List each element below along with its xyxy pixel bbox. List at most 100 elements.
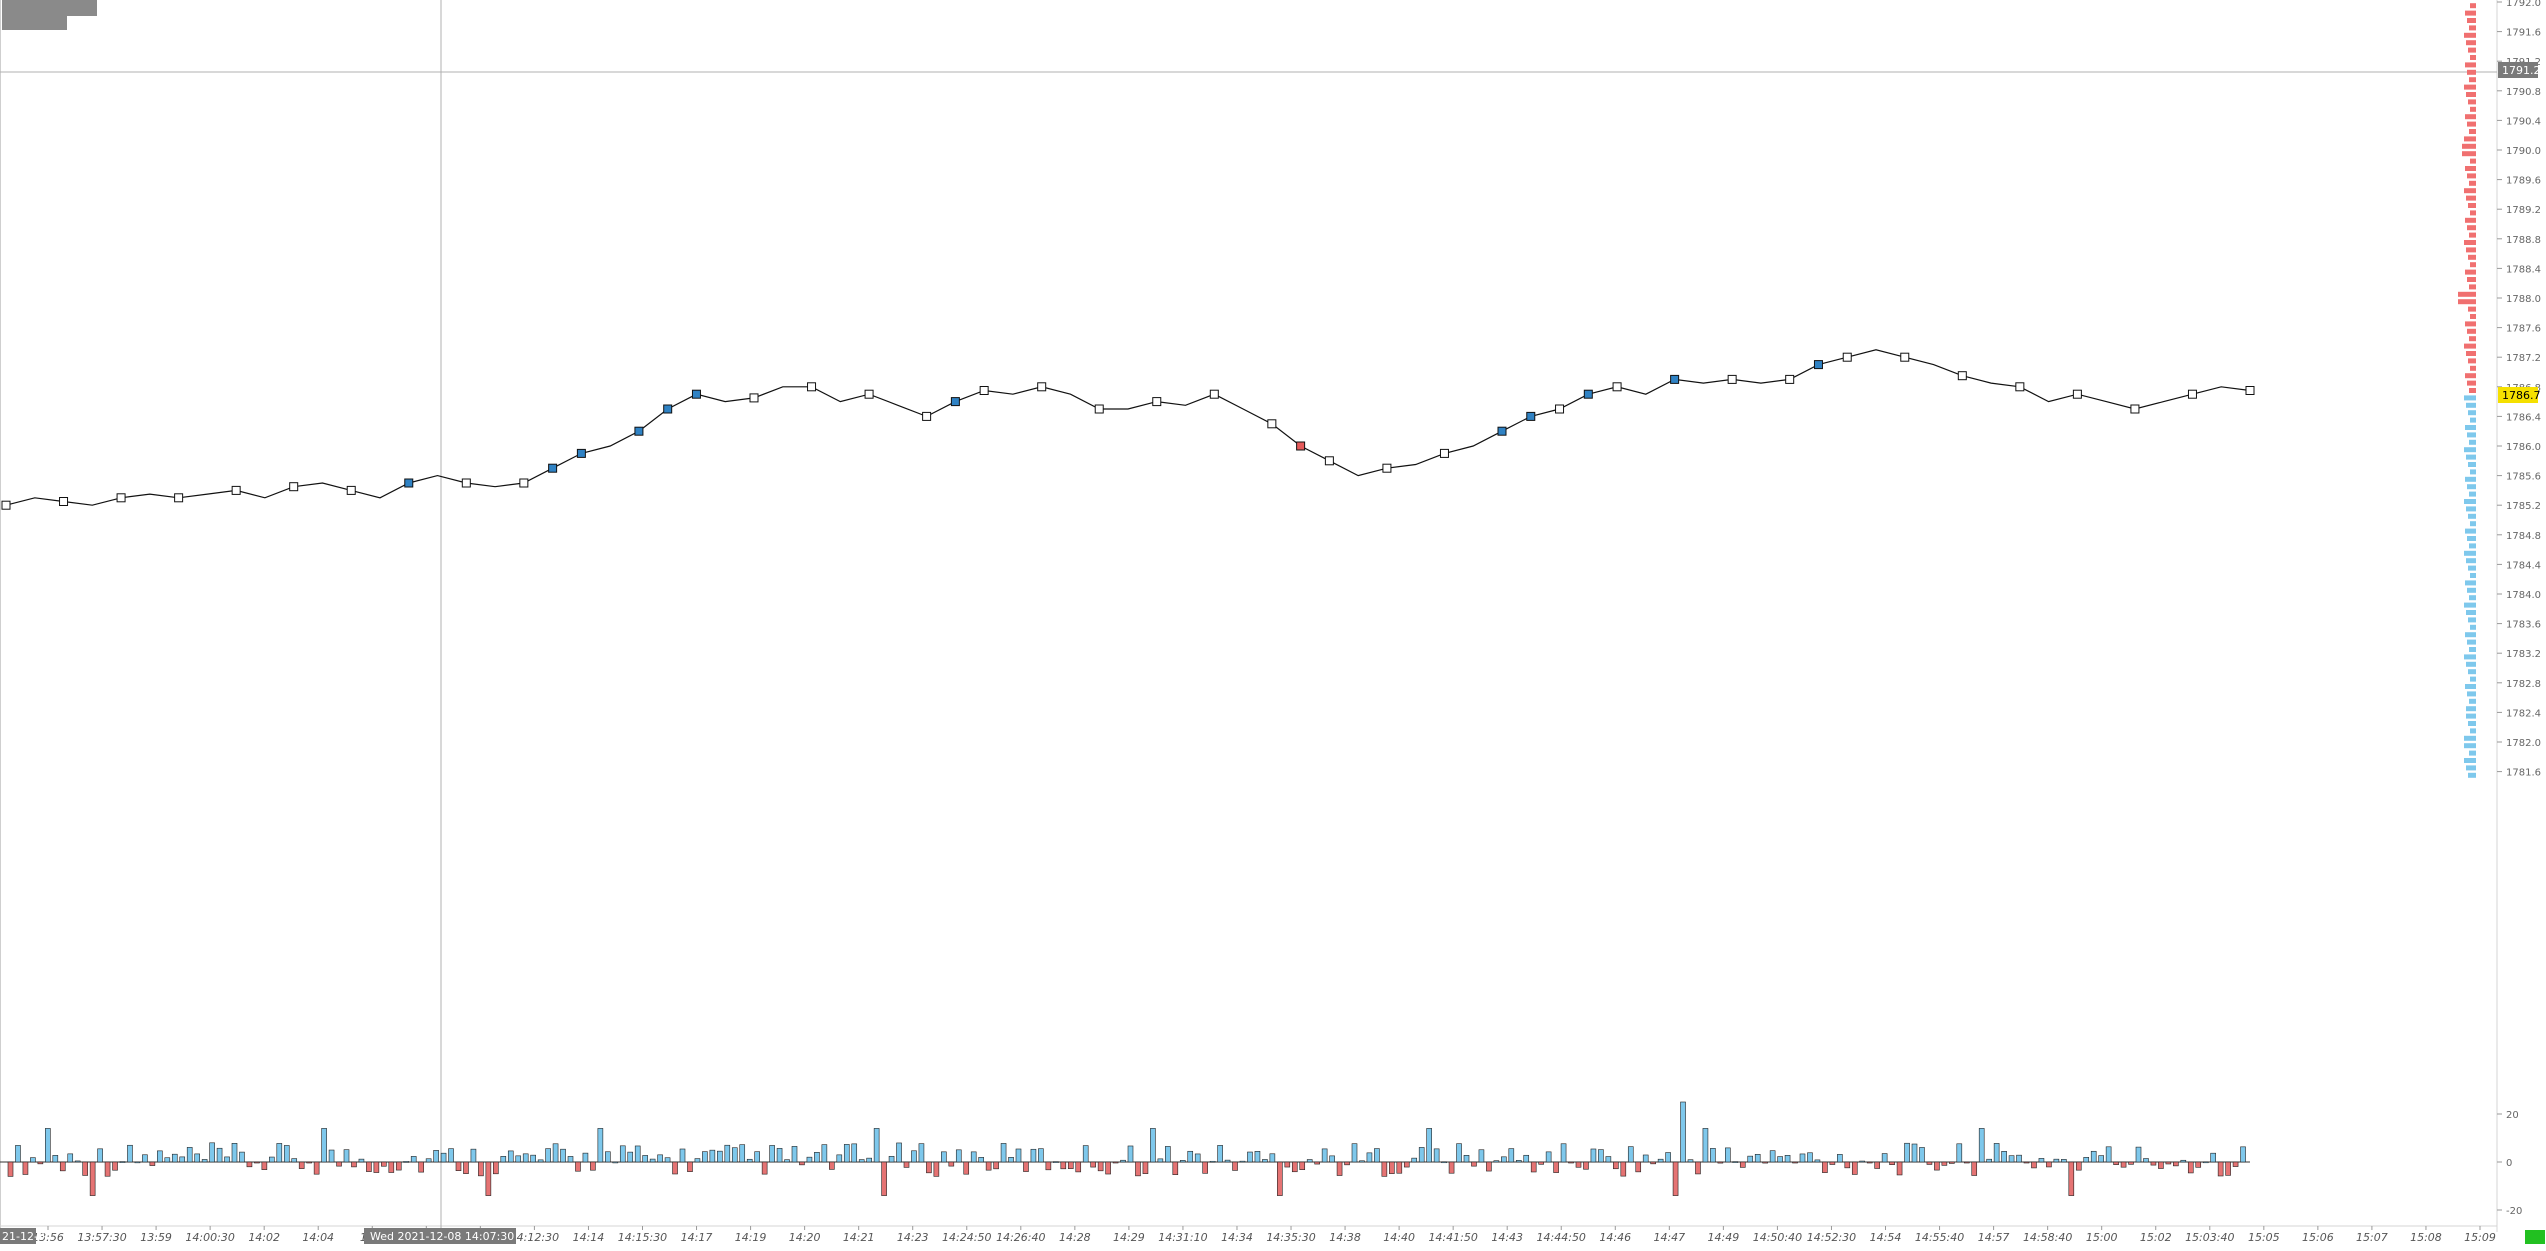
volume-bar bbox=[761, 1161, 768, 1175]
volume-bar bbox=[1150, 1128, 1156, 1163]
volume-bar bbox=[724, 1144, 731, 1163]
time-tick-label: 15:05 bbox=[2248, 1231, 2280, 1244]
volume-bar bbox=[2150, 1161, 2157, 1166]
volume-bar bbox=[2105, 1146, 2112, 1163]
volume-profile-bar bbox=[2464, 84, 2476, 90]
price-candle bbox=[1670, 374, 1680, 384]
volume-bar bbox=[1949, 1161, 1955, 1164]
volume-profile-bar bbox=[2466, 558, 2476, 564]
volume-bar bbox=[2187, 1161, 2194, 1174]
volume-profile-bar bbox=[2465, 166, 2476, 171]
crosshair-price-label: 1791.2 bbox=[2502, 64, 2541, 77]
price-candle bbox=[1555, 404, 1565, 414]
volume-bar bbox=[1262, 1159, 1268, 1163]
volume-bar bbox=[1478, 1149, 1485, 1163]
volume-bar bbox=[1067, 1161, 1074, 1169]
volume-profile-bar bbox=[2470, 417, 2476, 423]
price-tick-label: 1783.2 bbox=[2506, 649, 2541, 660]
volume-bar bbox=[829, 1161, 835, 1170]
volume-bar bbox=[1926, 1161, 1933, 1165]
time-tick-label: 14:43 bbox=[1491, 1231, 1523, 1244]
connection-status-indicator[interactable] bbox=[2525, 1230, 2545, 1244]
volume-bar bbox=[1523, 1154, 1530, 1163]
volume-bar bbox=[911, 1150, 917, 1163]
volume-bar bbox=[1433, 1148, 1440, 1163]
volume-profile-bar bbox=[2466, 454, 2476, 460]
volume-bar bbox=[1583, 1161, 1589, 1170]
volume-bar bbox=[2090, 1150, 2097, 1163]
volume-profile-bar bbox=[2470, 469, 2476, 475]
price-candle bbox=[1612, 382, 1622, 392]
volume-profile-bar bbox=[2470, 365, 2476, 371]
time-tick-label: 15:09 bbox=[2464, 1231, 2496, 1244]
volume-bar bbox=[1889, 1161, 1895, 1165]
volume-profile-bar bbox=[2468, 669, 2476, 675]
volume-profile-bar bbox=[2468, 721, 2476, 726]
volume-profile-bar bbox=[2469, 129, 2476, 134]
volume-bar bbox=[1426, 1128, 1432, 1163]
volume-bar bbox=[1314, 1161, 1320, 1165]
volume-bar bbox=[1941, 1161, 1948, 1166]
left-date-label-bg bbox=[0, 1228, 36, 1244]
time-tick-label: 14:00:30 bbox=[185, 1231, 234, 1244]
volume-profile-bar bbox=[2470, 521, 2476, 527]
time-tick-label: 14:04 bbox=[302, 1231, 334, 1244]
time-tick-label: 15:07 bbox=[2356, 1231, 2388, 1244]
volume-bar bbox=[1202, 1161, 1208, 1174]
price-candle bbox=[1267, 419, 1277, 429]
volume-bar bbox=[1060, 1161, 1067, 1170]
volume-bar bbox=[634, 1145, 641, 1163]
volume-bar bbox=[1717, 1161, 1724, 1164]
volume-bar bbox=[1291, 1161, 1298, 1173]
volume-bar bbox=[1411, 1157, 1418, 1163]
volume-profile-bar bbox=[2468, 203, 2476, 208]
volume-bar bbox=[1403, 1161, 1410, 1168]
volume-profile-bar bbox=[2470, 314, 2476, 319]
price-series bbox=[1, 349, 2255, 510]
volume-bar bbox=[731, 1147, 738, 1163]
volume-bar bbox=[239, 1151, 245, 1163]
volume-profile-bar bbox=[2464, 188, 2476, 194]
price-candle bbox=[231, 485, 241, 495]
volume-bar bbox=[224, 1156, 230, 1163]
volume-profile-bar bbox=[2469, 25, 2476, 31]
volume-bar bbox=[74, 1160, 81, 1163]
price-candle bbox=[346, 485, 356, 495]
volume-bar bbox=[1904, 1142, 1910, 1163]
volume-bar bbox=[1978, 1128, 1985, 1163]
volume-profile-bar bbox=[2464, 499, 2476, 504]
toolbar-block-bottom[interactable] bbox=[2, 16, 67, 30]
price-tick-label: 1790.8 bbox=[2506, 87, 2541, 98]
volume-bar bbox=[2165, 1161, 2172, 1165]
volume-profile-bar bbox=[2458, 299, 2476, 305]
time-tick-label: 14:35:30 bbox=[1266, 1231, 1315, 1244]
volume-bar bbox=[1456, 1143, 1462, 1163]
volume-bar bbox=[1239, 1160, 1246, 1163]
volume-bar bbox=[37, 1161, 44, 1165]
volume-profile-bar bbox=[2464, 743, 2476, 749]
volume-profile-bar bbox=[2465, 684, 2476, 689]
price-candle bbox=[2015, 382, 2025, 392]
volume-profile-bar bbox=[2470, 624, 2476, 630]
volume-bar bbox=[2240, 1146, 2246, 1163]
price-tick-label: 1791.6 bbox=[2506, 28, 2541, 39]
volume-bar bbox=[1396, 1161, 1403, 1174]
volume-bar bbox=[567, 1156, 574, 1163]
volume-bar bbox=[2158, 1161, 2164, 1169]
volume-profile-bar bbox=[2468, 772, 2476, 778]
volume-tick-label: -20 bbox=[2506, 1206, 2522, 1217]
volume-bar bbox=[836, 1154, 843, 1163]
volume-bar bbox=[1642, 1154, 1649, 1163]
volume-bar bbox=[515, 1155, 522, 1163]
volume-bar bbox=[2143, 1158, 2149, 1163]
volume-profile-bar bbox=[2469, 388, 2476, 393]
volume-bar bbox=[1493, 1160, 1500, 1163]
time-tick-label: 14:02 bbox=[248, 1231, 280, 1244]
price-candle bbox=[979, 386, 989, 395]
price-candle bbox=[1382, 463, 1392, 473]
volume-bar bbox=[2135, 1146, 2142, 1163]
volume-bar bbox=[1956, 1143, 1963, 1163]
volume-profile-bar bbox=[2470, 106, 2476, 112]
toolbar-block-top[interactable] bbox=[2, 0, 97, 16]
